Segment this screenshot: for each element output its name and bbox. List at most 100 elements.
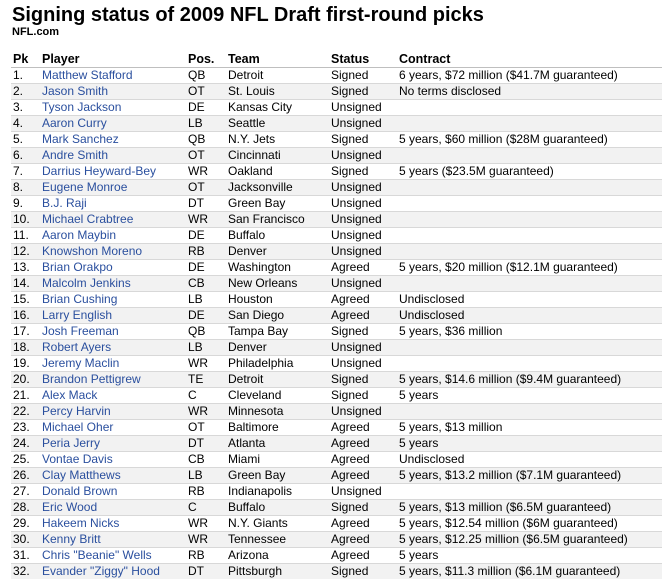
status-cell: Agreed [329,291,397,308]
contract-cell [397,403,662,420]
player-link[interactable]: Aaron Curry [40,115,186,132]
player-link[interactable]: Chris "Beanie" Wells [40,547,186,564]
page-title: Signing status of 2009 NFL Draft first-r… [12,4,484,26]
player-link[interactable]: Darrius Heyward-Bey [40,163,186,180]
table-row: 12. Knowshon Moreno RB Denver Unsigned [11,243,662,260]
pk-cell: 7. [11,163,40,180]
pk-cell: 23. [11,419,40,436]
team-cell: Cincinnati [226,147,329,164]
player-link[interactable]: Brian Cushing [40,291,186,308]
table-row: 27. Donald Brown RB Indianapolis Unsigned [11,483,662,500]
contract-cell: 5 years, $13 million [397,419,662,436]
team-cell: Cleveland [226,387,329,404]
status-cell: Unsigned [329,243,397,260]
team-cell: Oakland [226,163,329,180]
team-cell: Jacksonville [226,179,329,196]
team-cell: Denver [226,339,329,356]
player-link[interactable]: Matthew Stafford [40,67,186,84]
position-cell: LB [186,115,226,132]
status-cell: Agreed [329,419,397,436]
table-row: 29. Hakeem Nicks WR N.Y. Giants Agreed 5 year… [11,515,662,532]
position-cell: QB [186,323,226,340]
status-cell: Unsigned [329,99,397,116]
team-cell: Buffalo [226,227,329,244]
contract-cell: 5 years, $12.54 million ($6M guaranteed) [397,515,662,532]
contract-cell [397,275,662,292]
table-row: 14. Malcolm Jenkins CB New Orleans Unsigned [11,275,662,292]
team-cell: New Orleans [226,275,329,292]
pk-cell: 20. [11,371,40,388]
contract-cell [397,339,662,356]
team-cell: Washington [226,259,329,276]
player-link[interactable]: Vontae Davis [40,451,186,468]
player-link[interactable]: Hakeem Nicks [40,515,186,532]
column-header-position: Pos. [186,51,226,68]
status-cell: Unsigned [329,195,397,212]
team-cell: Pittsburgh [226,563,329,579]
position-cell: QB [186,67,226,84]
player-link[interactable]: Eric Wood [40,499,186,516]
player-link[interactable]: Michael Crabtree [40,211,186,228]
table-row: 6. Andre Smith OT Cincinnati Unsigned [11,147,662,164]
team-cell: Atlanta [226,435,329,452]
position-cell: C [186,387,226,404]
table-row: 24. Peria Jerry DT Atlanta Agreed 5 years [11,435,662,452]
player-link[interactable]: Brian Orakpo [40,259,186,276]
player-link[interactable]: Tyson Jackson [40,99,186,116]
status-cell: Unsigned [329,483,397,500]
player-link[interactable]: Peria Jerry [40,435,186,452]
status-cell: Agreed [329,467,397,484]
pk-cell: 27. [11,483,40,500]
position-cell: LB [186,339,226,356]
team-cell: Miami [226,451,329,468]
player-link[interactable]: Michael Oher [40,419,186,436]
source-credit: NFL.com [12,26,60,38]
player-link[interactable]: Jason Smith [40,83,186,100]
status-cell: Signed [329,83,397,100]
status-cell: Agreed [329,547,397,564]
table-row: 31. Chris "Beanie" Wells RB Arizona Agreed 5 … [11,547,662,564]
player-link[interactable]: Knowshon Moreno [40,243,186,260]
status-cell: Unsigned [329,115,397,132]
pk-cell: 12. [11,243,40,260]
player-link[interactable]: Mark Sanchez [40,131,186,148]
pk-cell: 31. [11,547,40,564]
player-link[interactable]: Eugene Monroe [40,179,186,196]
player-link[interactable]: Evander "Ziggy" Hood [40,563,186,579]
player-link[interactable]: Josh Freeman [40,323,186,340]
contract-cell [397,179,662,196]
player-link[interactable]: Clay Matthews [40,467,186,484]
pk-cell: 26. [11,467,40,484]
position-cell: DT [186,563,226,579]
team-cell: Detroit [226,371,329,388]
player-link[interactable]: Malcolm Jenkins [40,275,186,292]
status-cell: Signed [329,499,397,516]
contract-cell: 5 years, $20 million ($12.1M guaranteed) [397,259,662,276]
contract-cell: 6 years, $72 million ($41.7M guaranteed) [397,67,662,84]
table-row: 25. Vontae Davis CB Miami Agreed Undisclosed [11,451,662,468]
position-cell: OT [186,147,226,164]
player-link[interactable]: B.J. Raji [40,195,186,212]
player-link[interactable]: Kenny Britt [40,531,186,548]
status-cell: Unsigned [329,211,397,228]
table-row: 10. Michael Crabtree WR San Francisco Unsign… [11,211,662,228]
column-header-pk: Pk [11,51,40,68]
position-cell: OT [186,419,226,436]
player-link[interactable]: Alex Mack [40,387,186,404]
position-cell: QB [186,131,226,148]
position-cell: RB [186,243,226,260]
player-link[interactable]: Percy Harvin [40,403,186,420]
contract-cell: 5 years, $14.6 million ($9.4M guaranteed… [397,371,662,388]
player-link[interactable]: Donald Brown [40,483,186,500]
player-link[interactable]: Jeremy Maclin [40,355,186,372]
team-cell: Tampa Bay [226,323,329,340]
contract-cell [397,99,662,116]
player-link[interactable]: Robert Ayers [40,339,186,356]
pk-cell: 10. [11,211,40,228]
player-link[interactable]: Brandon Pettigrew [40,371,186,388]
player-link[interactable]: Aaron Maybin [40,227,186,244]
player-link[interactable]: Andre Smith [40,147,186,164]
pk-cell: 13. [11,259,40,276]
player-link[interactable]: Larry English [40,307,186,324]
team-cell: Detroit [226,67,329,84]
